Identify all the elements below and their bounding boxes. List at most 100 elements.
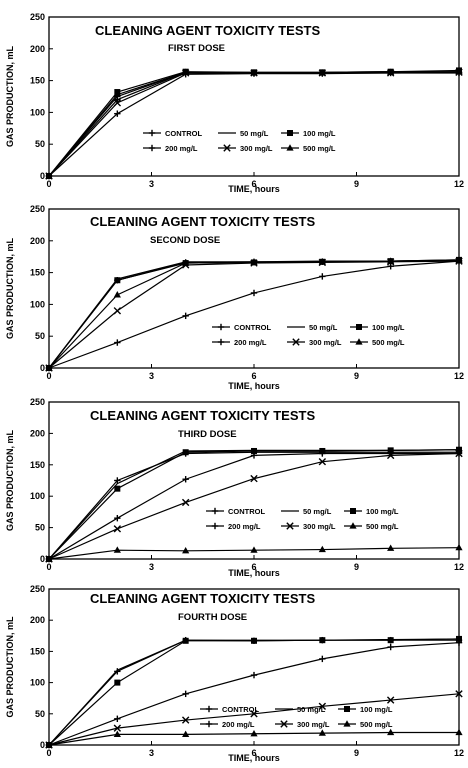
y-tick-label: 100 <box>30 678 45 688</box>
legend-label: 50 mg/L <box>309 323 338 332</box>
series-line-300-mg-l <box>48 260 460 369</box>
chart-subtitle: SECOND DOSE <box>150 235 220 246</box>
series-500-mg-l <box>45 728 463 748</box>
data-point-500-mg-l <box>250 258 258 266</box>
legend: CONTROL 50 mg/L 100 mg/L 200 mg/L 300 mg/L 50… <box>212 323 405 347</box>
y-tick-label: 0 <box>40 171 45 181</box>
chart-panel-third-dose: 0 50 100 150 200 250 0 3 6 9 12 TIME, hours GAS PROD… <box>0 391 468 581</box>
legend-label: 50 mg/L <box>297 705 326 714</box>
legend-item-500-mg-l: 500 mg/L <box>344 522 399 531</box>
legend-marker <box>286 144 294 151</box>
series-500-mg-l <box>45 67 463 179</box>
data-point-100-mg-l <box>114 277 121 284</box>
series-100-mg-l <box>46 446 462 562</box>
x-tick-label: 9 <box>354 562 359 572</box>
data-point-500-mg-l <box>250 69 258 76</box>
data-point-300-mg-l <box>318 457 327 466</box>
data-point-100-mg-l <box>114 485 121 492</box>
plot-frame <box>48 401 460 560</box>
y-tick-label: 100 <box>30 491 45 501</box>
legend-label: 300 mg/L <box>303 522 336 531</box>
legend-item-control: CONTROL <box>212 323 271 332</box>
series-50-mg-l <box>48 71 459 177</box>
legend-item-300-mg-l: 300 mg/L <box>287 338 342 347</box>
data-point-500-mg-l <box>182 68 190 75</box>
legend-item-200-mg-l: 200 mg/L <box>212 338 267 347</box>
legend-label: CONTROL <box>222 705 259 714</box>
series-line-100-mg-l <box>48 449 460 560</box>
x-tick-label: 6 <box>251 748 256 758</box>
data-point-100-mg-l <box>182 637 189 644</box>
legend-label: 500 mg/L <box>372 338 405 347</box>
data-point-500-mg-l <box>45 172 53 179</box>
chart-title: CLEANING AGENT TOXICITY TESTS <box>90 214 315 229</box>
series-line-200-mg-l <box>48 260 460 369</box>
y-tick-label: 100 <box>30 299 45 309</box>
data-point-300-mg-l <box>455 690 463 698</box>
y-tick-label: 200 <box>30 44 45 54</box>
legend-marker <box>350 508 356 514</box>
data-point-500-mg-l <box>182 259 190 266</box>
data-point-500-mg-l <box>182 730 190 737</box>
data-point-500-mg-l <box>45 364 53 371</box>
x-tick-label: 0 <box>46 748 51 758</box>
x-tick-label: 12 <box>454 371 464 381</box>
legend-item-50-mg-l: 50 mg/L <box>287 323 338 332</box>
chart-title: CLEANING AGENT TOXICITY TESTS <box>90 591 315 606</box>
legend-label: 100 mg/L <box>303 129 336 138</box>
series-line-100-mg-l <box>48 638 460 746</box>
data-point-300-mg-l <box>455 449 463 458</box>
series-300-mg-l <box>45 68 463 180</box>
legend-marker <box>292 338 300 346</box>
series-control <box>45 69 463 180</box>
y-tick-label: 150 <box>30 76 45 86</box>
chart-panel-fourth-dose: 0 50 100 150 200 250 0 3 6 9 12 TIME, hours GAS PROD… <box>0 580 468 768</box>
legend-item-100-mg-l: 100 mg/L <box>344 507 399 516</box>
legend-item-200-mg-l: 200 mg/L <box>206 522 261 531</box>
data-point-500-mg-l <box>250 546 258 553</box>
data-point-300-mg-l <box>113 525 122 533</box>
x-tick-label: 9 <box>354 748 359 758</box>
legend-item-300-mg-l: 300 mg/L <box>281 522 336 531</box>
data-point-500-mg-l <box>250 729 258 737</box>
data-point-300-mg-l <box>113 99 122 107</box>
y-tick-label: 250 <box>30 12 45 22</box>
legend-item-100-mg-l: 100 mg/L <box>350 323 405 332</box>
legend-item-control: CONTROL <box>200 705 259 714</box>
legend-marker <box>286 522 294 530</box>
y-tick-label: 50 <box>35 523 45 533</box>
data-point-300-mg-l <box>386 696 395 704</box>
data-point-500-mg-l <box>387 68 395 75</box>
series-line-500-mg-l <box>48 259 460 369</box>
data-point-100-mg-l <box>387 637 394 644</box>
x-tick-label: 3 <box>149 562 154 572</box>
legend-marker <box>356 324 362 330</box>
data-point-500-mg-l <box>455 543 463 551</box>
legend-item-50-mg-l: 50 mg/L <box>275 705 326 714</box>
data-point-500-mg-l <box>318 545 326 553</box>
chart-title: CLEANING AGENT TOXICITY TESTS <box>95 23 320 38</box>
legend: CONTROL 50 mg/L 100 mg/L 200 mg/L 300 mg/L 50… <box>206 507 399 531</box>
legend-label: 500 mg/L <box>366 522 399 531</box>
series-100-mg-l <box>46 67 462 179</box>
legend-item-control: CONTROL <box>206 507 265 516</box>
data-point-500-mg-l <box>455 728 463 736</box>
data-point-100-mg-l <box>114 679 121 686</box>
legend-label: 200 mg/L <box>228 522 261 531</box>
legend-item-50-mg-l: 50 mg/L <box>218 129 269 138</box>
series-500-mg-l <box>45 256 463 371</box>
x-tick-label: 6 <box>251 371 256 381</box>
y-tick-label: 0 <box>40 554 45 564</box>
legend-label: 500 mg/L <box>360 720 393 729</box>
x-tick-label: 0 <box>46 371 51 381</box>
data-point-300-mg-l <box>113 724 122 732</box>
series-50-mg-l <box>48 638 460 746</box>
data-point-500-mg-l <box>455 67 463 75</box>
x-axis-label: TIME, hours <box>228 753 280 763</box>
series-line-control <box>48 71 459 177</box>
x-tick-label: 9 <box>354 371 359 381</box>
data-point-500-mg-l <box>182 547 190 554</box>
data-point-500-mg-l <box>387 728 395 736</box>
series-line-100-mg-l <box>48 69 460 177</box>
